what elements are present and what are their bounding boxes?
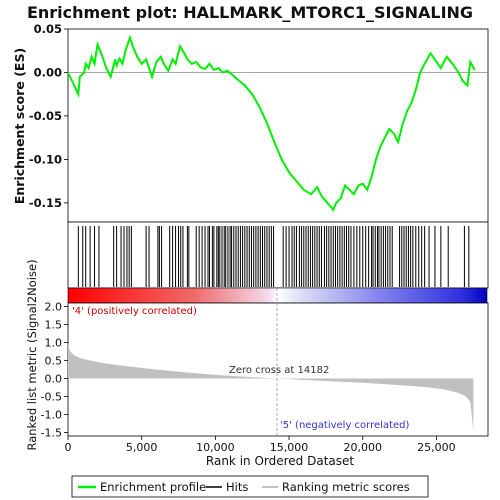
x-tick-label: 15,000 <box>270 441 309 454</box>
es-y-tick-label: -0.05 <box>29 109 62 123</box>
legend-hits-label: Hits <box>226 480 248 494</box>
es-y-tick-label: 0.00 <box>34 65 62 79</box>
x-tick-label: 25,000 <box>417 441 456 454</box>
negative-label: '5' (negatively correlated) <box>280 420 409 431</box>
es-y-tick-label: -0.15 <box>29 196 62 210</box>
es-y-tick-label: 0.05 <box>34 22 62 36</box>
metric-y-tick-label: -1.5 <box>41 426 62 439</box>
positive-label: '4' (positively correlated) <box>72 306 197 317</box>
metric-y-axis-label: Ranked list metric (Signal2Noise) <box>25 259 39 450</box>
legend-metric-label: Ranking metric scores <box>282 480 410 494</box>
metric-y-tick-label: 1.5 <box>45 319 63 332</box>
metric-y-tick-label: -1.0 <box>41 408 62 421</box>
x-tick-label: 20,000 <box>343 441 382 454</box>
metric-y-tick-label: 2.0 <box>45 301 63 314</box>
es-profile-line <box>67 34 476 212</box>
es-y-axis-label: Enrichment score (ES) <box>12 48 27 204</box>
x-tick-label: 10,000 <box>196 441 235 454</box>
es-y-tick-label: -0.10 <box>29 152 62 166</box>
metric-y-tick-label: -0.5 <box>41 390 62 403</box>
x-tick-label: 5,000 <box>126 441 158 454</box>
metric-y-tick-label: 0.5 <box>45 355 63 368</box>
rank-color-bar <box>67 287 488 304</box>
x-tick-label: 0 <box>65 441 72 454</box>
legend <box>71 475 429 498</box>
metric-y-tick-label: 1.0 <box>45 337 63 350</box>
metric-y-tick-label: 0.0 <box>45 372 63 385</box>
zero-cross-label: Zero cross at 14182 <box>229 365 329 376</box>
legend-enrichment-label: Enrichment profile <box>100 480 206 494</box>
chart-title: Enrichment plot: HALLMARK_MTORC1_SIGNALI… <box>27 3 473 22</box>
x-axis-label: Rank in Ordered Dataset <box>206 454 354 468</box>
es-panel <box>67 28 489 223</box>
